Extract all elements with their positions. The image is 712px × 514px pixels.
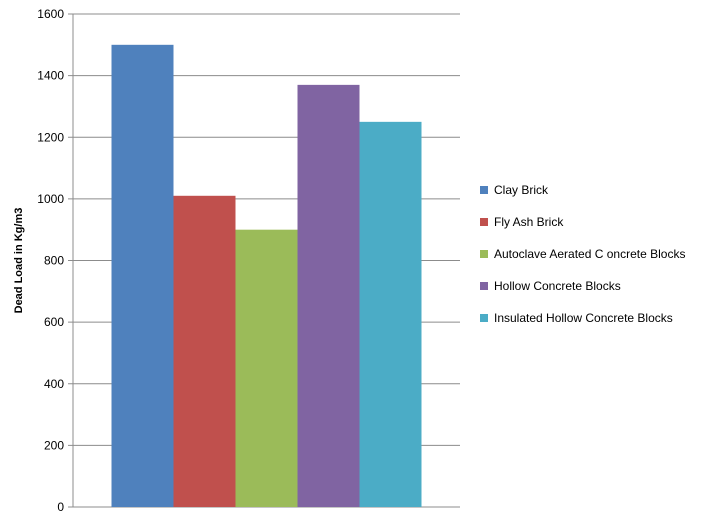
y-tick-label: 1000: [37, 192, 64, 206]
bar-insulated-hollow-concrete-blocks: [359, 121, 422, 507]
legend-swatch: [480, 282, 488, 290]
y-tick-label: 800: [44, 254, 64, 268]
legend-swatch: [480, 186, 488, 194]
y-tick-label: 1200: [37, 130, 64, 144]
legend-swatch: [480, 218, 488, 226]
bar-clay-brick: [111, 44, 174, 507]
legend-label: Clay Brick: [494, 183, 549, 197]
y-axis-title: Dead Load in Kg/m3: [13, 208, 25, 314]
bar-hollow-concrete-blocks: [297, 84, 360, 508]
y-tick-label: 0: [57, 500, 64, 514]
bar-fly-ash-brick: [173, 195, 236, 507]
y-tick-label: 600: [44, 315, 64, 329]
legend-label: Hollow Concrete Blocks: [494, 279, 621, 293]
legend-swatch: [480, 250, 488, 258]
y-tick-label: 400: [44, 377, 64, 391]
y-axis-ticks: 0 200 400 600 800 1000 1200 1400 1600: [37, 7, 73, 514]
bars: [111, 44, 422, 508]
y-tick-label: 1400: [37, 69, 64, 83]
legend-label: Fly Ash Brick: [494, 215, 564, 229]
legend-label: Autoclave Aerated C oncrete Blocks: [494, 247, 685, 261]
legend-label: Insulated Hollow Concrete Blocks: [494, 311, 673, 325]
legend: Clay Brick Fly Ash Brick Autoclave Aerated…: [480, 183, 685, 325]
y-tick-label: 1600: [37, 7, 64, 21]
bar-autoclave-aerated-c-oncrete-blocks: [235, 229, 298, 507]
y-tick-label: 200: [44, 438, 64, 452]
legend-swatch: [480, 314, 488, 322]
